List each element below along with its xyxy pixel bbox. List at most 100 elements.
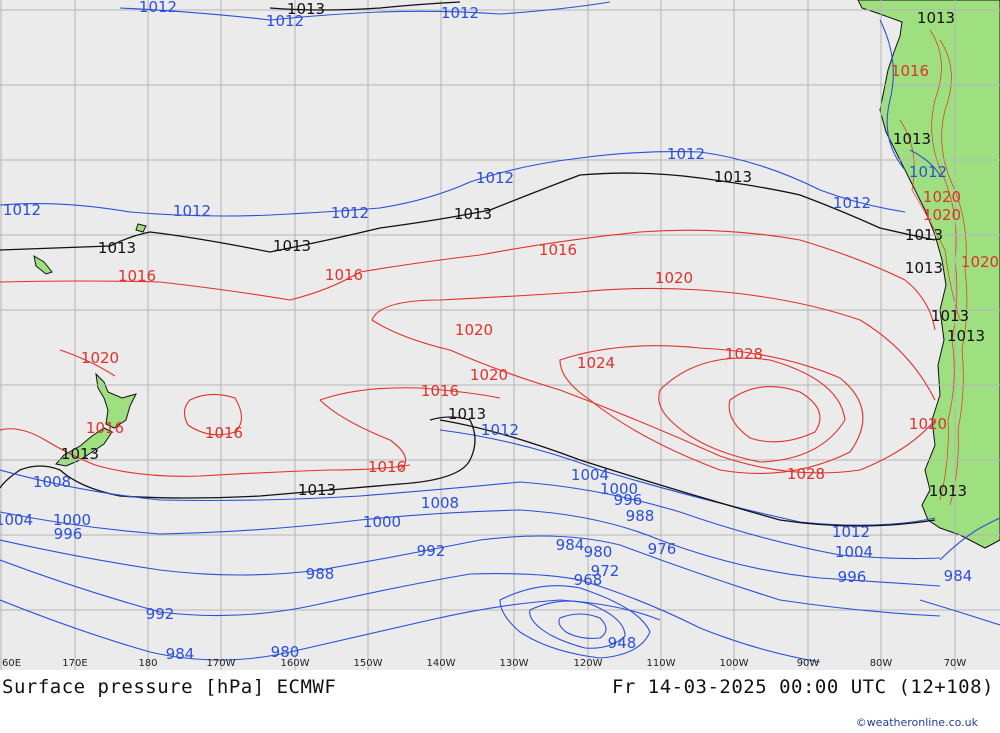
isobar-label: 984 xyxy=(556,536,585,554)
longitude-tick-label: 160W xyxy=(281,658,310,669)
isobar-label: 1012 xyxy=(481,421,519,439)
isobar-label: 992 xyxy=(417,542,446,560)
ocean-background xyxy=(0,0,1000,670)
isobar-label: 1016 xyxy=(421,382,459,400)
isobar-label: 1004 xyxy=(835,543,873,561)
isobar-label: 1020 xyxy=(470,366,508,384)
longitude-tick-label: 150W xyxy=(354,658,383,669)
longitude-tick-label: 140W xyxy=(427,658,456,669)
isobar-label: 1013 xyxy=(931,307,969,325)
longitude-tick-label: 60E xyxy=(2,658,21,669)
isobar-label: 1013 xyxy=(273,237,311,255)
isobar-label: 1004 xyxy=(0,511,33,529)
isobar-label: 1012 xyxy=(476,169,514,187)
isobar-label: 1008 xyxy=(421,494,459,512)
longitude-tick-label: 100W xyxy=(720,658,749,669)
new-zealand-north-island xyxy=(95,372,137,429)
longitude-tick-label: 180 xyxy=(138,658,157,669)
isobar-label: 1012 xyxy=(833,194,871,212)
isobar-label: 1013 xyxy=(298,481,336,499)
isobar-label: 1013 xyxy=(929,482,967,500)
isobar-label: 1000 xyxy=(53,511,91,529)
isobar-label: 1016 xyxy=(325,266,363,284)
longitude-ticks: 60E 170E 180 170W 160W 150W 140W 130W 120W 110W 10… xyxy=(2,658,966,669)
isobar-label: 1028 xyxy=(725,345,763,363)
isobar-label: 1013 xyxy=(893,130,931,148)
isobar-label: 984 xyxy=(166,645,195,663)
isobar-label: 1016 xyxy=(891,62,929,80)
longitude-tick-label: 120W xyxy=(574,658,603,669)
isobar-label: 1000 xyxy=(363,513,401,531)
isobar-label: 996 xyxy=(838,568,867,586)
isobar-label: 948 xyxy=(608,634,637,652)
isobar-label: 1016 xyxy=(118,267,156,285)
isobar-label: 1012 xyxy=(266,12,304,30)
isobar-label: 1013 xyxy=(448,405,486,423)
isobar-label: 1016 xyxy=(368,458,406,476)
new-zealand-south-island xyxy=(55,427,113,467)
valid-time: Fr 14-03-2025 00:00 UTC (12+108) xyxy=(611,676,994,698)
isobar-label: 1012 xyxy=(832,523,870,541)
isobar-label: 976 xyxy=(648,540,677,558)
isobar-label: 1012 xyxy=(331,204,369,222)
fiji-islands xyxy=(135,223,147,233)
longitude-tick-label: 90W xyxy=(797,658,820,669)
isobar-label: 1013 xyxy=(905,226,943,244)
isobar-label: 988 xyxy=(306,565,335,583)
isobar-label: 1012 xyxy=(3,201,41,219)
isobar-label: 1024 xyxy=(577,354,615,372)
isobar-label: 980 xyxy=(271,643,300,661)
isobar-label: 1016 xyxy=(539,241,577,259)
isobar-label: 1008 xyxy=(33,473,71,491)
isobar-label: 1013 xyxy=(61,445,99,463)
isobar-label: 1013 xyxy=(98,239,136,257)
isobar-label: 1013 xyxy=(454,205,492,223)
isobar-label: 972 xyxy=(591,562,620,580)
isobar-label: 1012 xyxy=(441,4,479,22)
longitude-tick-label: 70W xyxy=(944,658,967,669)
isobar-label: 1016 xyxy=(86,419,124,437)
isobars-low xyxy=(0,19,1000,663)
isobars-1013 xyxy=(0,1,936,527)
isobars-1012 xyxy=(0,1,941,526)
isobar-label: 996 xyxy=(614,491,643,509)
isobar-label: 1012 xyxy=(173,202,211,220)
isobar-label: 996 xyxy=(54,525,83,543)
isobar-label: 980 xyxy=(584,543,613,561)
isobar-label: 1013 xyxy=(287,0,325,18)
isobar-label: 1020 xyxy=(81,349,119,367)
isobar-label: 1004 xyxy=(571,466,609,484)
longitude-tick-label: 110W xyxy=(647,658,676,669)
isobar-label: 1020 xyxy=(455,321,493,339)
isobar-label: 988 xyxy=(626,507,655,525)
isobars-high xyxy=(0,229,936,477)
isobar-label: 984 xyxy=(944,567,973,585)
isobar-label: 1028 xyxy=(787,465,825,483)
landmasses xyxy=(33,0,1000,549)
isobar-label: 1012 xyxy=(139,0,177,16)
longitude-tick-label: 170E xyxy=(62,658,87,669)
graticule xyxy=(0,0,1000,670)
longitude-tick-label: 130W xyxy=(500,658,529,669)
longitude-tick-label: 170W xyxy=(207,658,236,669)
map-title: Surface pressure [hPa] ECMWF xyxy=(2,676,337,698)
longitude-tick-label: 80W xyxy=(870,658,893,669)
credit-link[interactable]: ©weatheronline.co.uk xyxy=(855,716,978,729)
isobar-label: 1016 xyxy=(205,424,243,442)
isobar-label: 1020 xyxy=(655,269,693,287)
isobar-label: 1020 xyxy=(923,206,961,224)
isobar-label: 1013 xyxy=(917,9,955,27)
isobar-label: 1013 xyxy=(714,168,752,186)
isobar-label: 1012 xyxy=(667,145,705,163)
isobar-label: 1020 xyxy=(923,188,961,206)
isobar-label: 1012 xyxy=(909,163,947,181)
isobar-label: 1000 xyxy=(600,480,638,498)
isobar-label: 1013 xyxy=(905,259,943,277)
isobar-label: 1020 xyxy=(961,253,999,271)
isobar-label: 968 xyxy=(574,571,603,589)
new-caledonia xyxy=(33,254,53,275)
isobar-label: 1020 xyxy=(909,415,947,433)
isobar-label: 1013 xyxy=(947,327,985,345)
